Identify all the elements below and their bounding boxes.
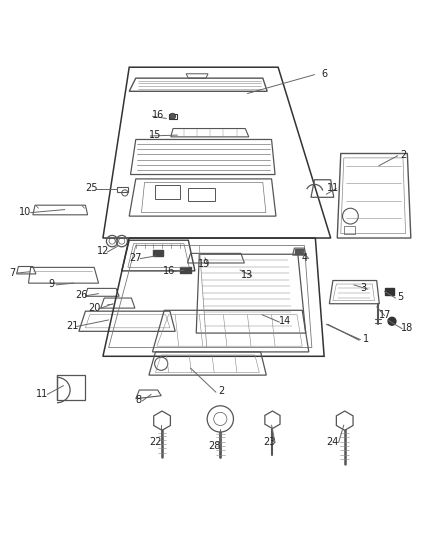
Text: 24: 24 [327,437,339,447]
Text: 2: 2 [218,386,224,397]
Text: 27: 27 [130,253,142,263]
Circle shape [388,317,396,325]
Polygon shape [180,268,191,273]
Text: 8: 8 [135,395,141,405]
Text: 15: 15 [149,130,162,140]
Polygon shape [385,287,394,295]
Circle shape [170,113,176,119]
Text: 28: 28 [208,441,221,451]
Text: 11: 11 [35,389,48,399]
Text: 20: 20 [88,303,100,313]
Text: 1: 1 [363,334,369,344]
Text: 23: 23 [263,437,276,447]
Text: 4: 4 [301,253,307,263]
Text: 18: 18 [401,323,413,333]
Text: 19: 19 [198,260,210,269]
Text: 7: 7 [9,268,15,278]
Text: 10: 10 [19,207,32,217]
Text: 6: 6 [321,69,327,79]
Text: 16: 16 [152,110,164,120]
Text: 22: 22 [149,437,162,447]
Text: 12: 12 [97,246,109,256]
Text: 21: 21 [66,321,78,330]
Text: 14: 14 [279,316,291,326]
Text: 9: 9 [49,279,55,289]
Text: 25: 25 [86,183,98,192]
Polygon shape [153,251,163,256]
Polygon shape [295,249,303,254]
Text: 3: 3 [360,284,367,293]
Text: 16: 16 [162,266,175,276]
Text: 5: 5 [398,292,404,302]
Text: 17: 17 [379,310,392,320]
Text: 13: 13 [241,270,254,280]
Text: 26: 26 [75,290,87,300]
Text: 11: 11 [327,183,339,192]
Text: 2: 2 [400,150,406,160]
